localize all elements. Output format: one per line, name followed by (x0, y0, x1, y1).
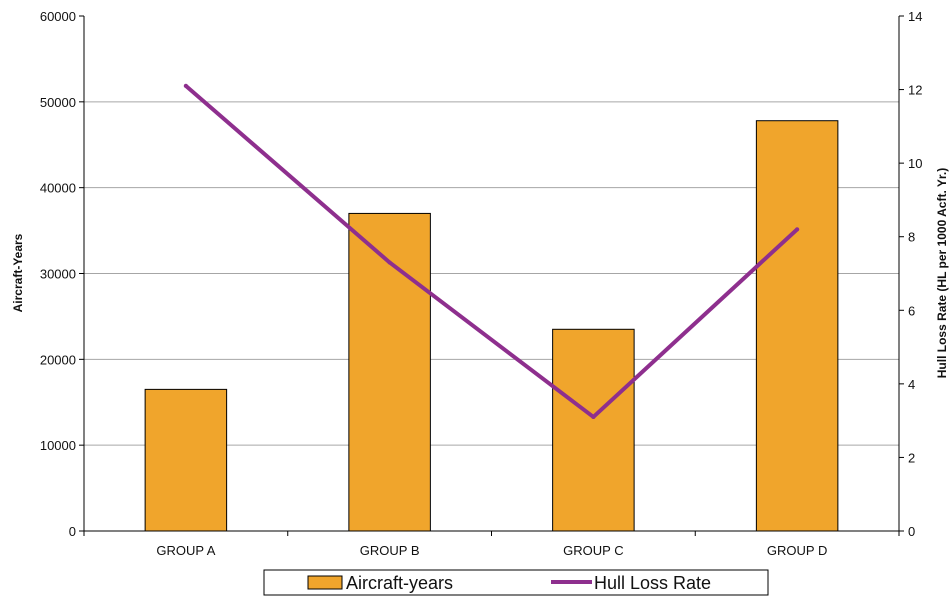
y2-tick-label: 2 (908, 450, 915, 465)
legend-swatch-aircraft-years (307, 575, 343, 590)
x-tick-label: GROUP D (767, 543, 827, 558)
x-tick-label: GROUP A (156, 543, 215, 558)
bar (552, 328, 635, 532)
y-axis-title: Aircraft-Years (11, 233, 25, 312)
legend-box (263, 569, 769, 596)
y-tick-label: 50000 (40, 95, 76, 110)
bar (755, 120, 839, 532)
line-point (387, 260, 392, 265)
legend-label-aircraft-years: Aircraft-years (346, 573, 453, 593)
y-tick-label: 40000 (40, 181, 76, 196)
y2-axis-title: Hull Loss Rate (HL per 1000 Acft. Yr.) (935, 168, 949, 379)
left-axis-ticks: 0 10000 20000 30000 40000 50000 60000 (40, 9, 84, 539)
line-series (183, 83, 800, 419)
y-tick-label: 10000 (40, 438, 76, 453)
y2-tick-label: 8 (908, 230, 915, 245)
category-axis: GROUP A GROUP B GROUP C GROUP D (83, 531, 900, 558)
bar (144, 388, 228, 532)
y2-tick-label: 6 (908, 303, 915, 318)
legend: Aircraft-years Hull Loss Rate (263, 569, 769, 596)
line-point (183, 83, 188, 88)
x-tick-label: GROUP B (360, 543, 420, 558)
bar (348, 212, 431, 532)
right-axis-ticks: 0 2 4 6 8 10 12 14 (899, 9, 922, 539)
y2-tick-label: 10 (908, 156, 922, 171)
bar-series (144, 120, 839, 532)
y2-tick-label: 0 (908, 524, 915, 539)
y2-tick-label: 14 (908, 9, 922, 24)
hull-loss-rate-line (183, 83, 800, 419)
y2-tick-label: 12 (908, 83, 922, 98)
line-point (795, 227, 800, 232)
line-point (591, 414, 596, 419)
y-tick-label: 30000 (40, 267, 76, 282)
y2-tick-label: 4 (908, 377, 915, 392)
y-tick-label: 0 (69, 524, 76, 539)
x-tick-label: GROUP C (563, 543, 623, 558)
y-tick-label: 60000 (40, 9, 76, 24)
legend-label-hull-loss-rate: Hull Loss Rate (594, 573, 711, 593)
y-tick-label: 20000 (40, 352, 76, 367)
